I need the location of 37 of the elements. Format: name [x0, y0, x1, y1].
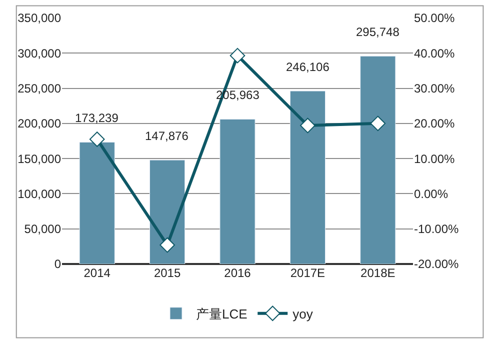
y2-tick-label: 50.00% — [414, 11, 456, 26]
y-tick-label: 150,000 — [18, 152, 62, 166]
y-tick-label: 250,000 — [18, 81, 62, 96]
point — [160, 237, 175, 253]
y-tick-label: 0 — [54, 257, 62, 272]
y-tick-label: 300,000 — [18, 46, 62, 60]
bar — [290, 90, 326, 264]
y-tick-label: 100,000 — [18, 186, 62, 201]
y2-tick-label: 10.00% — [414, 152, 456, 166]
point — [89, 132, 105, 147]
point — [370, 116, 386, 132]
legend-label: 产量LCE — [196, 306, 248, 322]
y2-tick-label: -20.00% — [414, 257, 460, 272]
x-tick-label: 2015 — [154, 266, 181, 280]
x-tick-label: 2018E — [360, 266, 396, 280]
y2-tick-label: 0.00% — [414, 186, 448, 201]
bar — [150, 160, 186, 264]
x-tick-label: 2017E — [290, 266, 326, 280]
data-label: 173,239 — [75, 111, 119, 125]
x-tick-label: 2014 — [84, 266, 111, 280]
y-tick-label: 350,000 — [18, 11, 62, 26]
y-tick-label: 50,000 — [24, 222, 62, 236]
bar — [79, 142, 115, 264]
bar — [220, 118, 256, 264]
data-label: 147,876 — [145, 129, 189, 143]
bar — [360, 56, 396, 264]
y-tick-label: 200,000 — [18, 116, 62, 131]
point — [230, 48, 246, 64]
point — [300, 118, 316, 134]
y2-tick-label: -10.00% — [414, 222, 460, 236]
y2-tick-label: 40.00% — [414, 46, 456, 60]
x-tick-label: 2016 — [224, 266, 252, 280]
legend-label: yoy — [292, 306, 314, 322]
y2-tick-label: 30.00% — [414, 81, 456, 96]
data-label: 295,748 — [356, 25, 400, 39]
y2-tick-label: 20.00% — [414, 116, 456, 131]
data-label: 246,106 — [286, 60, 330, 74]
